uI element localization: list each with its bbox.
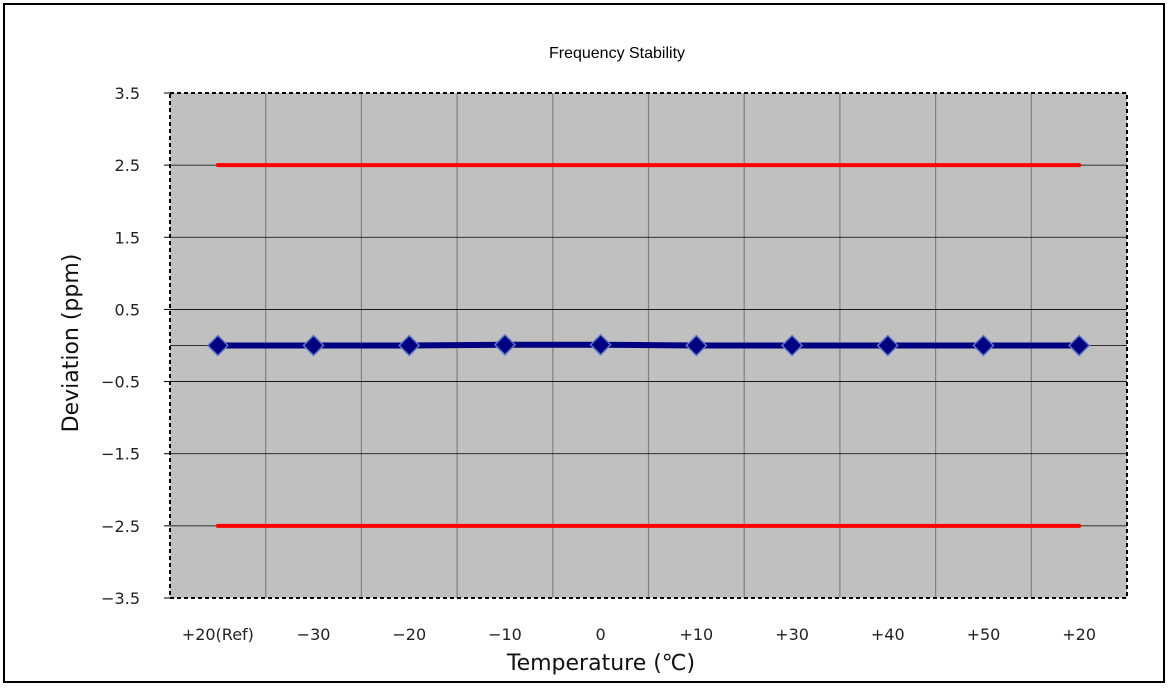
data-point-marker xyxy=(1068,334,1091,357)
data-point-marker xyxy=(206,334,229,357)
y-tick-label: 1.5 xyxy=(115,228,140,247)
y-tick-label: −1.5 xyxy=(101,445,140,464)
y-axis-label: Deviation (ppm) xyxy=(59,254,84,433)
x-tick-label: +50 xyxy=(967,625,1001,644)
y-tick-label: −3.5 xyxy=(101,589,140,608)
data-point-marker xyxy=(685,334,708,357)
data-point-marker xyxy=(972,334,995,357)
data-point-marker xyxy=(876,334,899,357)
series-layer xyxy=(206,163,1091,528)
plot-border xyxy=(169,92,1128,599)
chart-title: Frequency Stability xyxy=(549,45,685,62)
data-point-marker xyxy=(493,333,517,356)
x-tick-labels: +20(Ref) −30 −20 −10 0 +10 +30 +40 +50 +20 xyxy=(182,625,1096,644)
data-point-marker xyxy=(589,333,612,356)
y-tick-label: −0.5 xyxy=(101,373,140,392)
x-axis-label: Temperature (℃) xyxy=(506,651,695,676)
x-tick-label: −20 xyxy=(392,625,426,644)
y-tick-label: −2.5 xyxy=(101,517,140,536)
data-point-marker xyxy=(780,334,804,357)
data-point-marker xyxy=(398,334,421,357)
x-tick-label: +20 xyxy=(1062,625,1096,644)
x-tick-label: +20(Ref) xyxy=(182,625,254,644)
x-tick-label: −10 xyxy=(488,625,522,644)
y-tick-label: 3.5 xyxy=(115,84,140,103)
x-tick-label: 0 xyxy=(596,625,606,644)
x-tick-label: +10 xyxy=(679,625,713,644)
x-tick-label: +30 xyxy=(775,625,809,644)
y-tick-label: 0.5 xyxy=(115,300,140,319)
x-tick-label: +40 xyxy=(871,625,905,644)
y-tick-label: 2.5 xyxy=(115,156,140,175)
x-tick-label: −30 xyxy=(297,625,331,644)
y-tick-labels: 3.5 2.5 1.5 0.5 −0.5 −1.5 −2.5 −3.5 xyxy=(101,84,140,608)
series-line-0 xyxy=(214,341,1083,349)
data-point-marker xyxy=(302,334,325,357)
